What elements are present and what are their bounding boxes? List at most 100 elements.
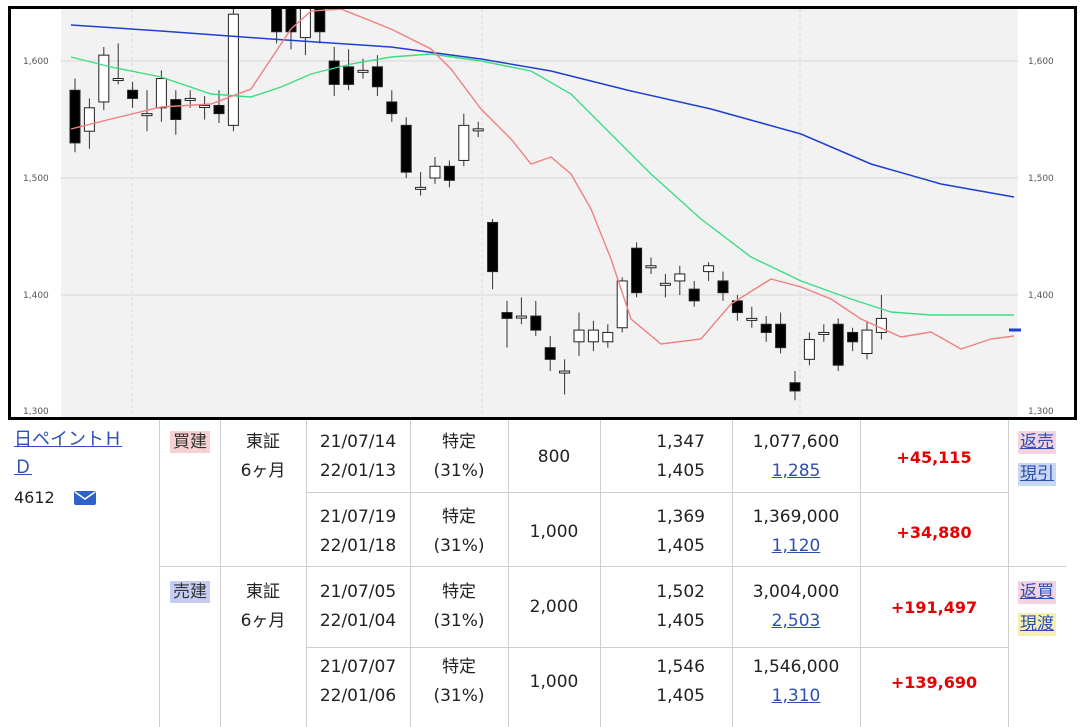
y-axis-right: 1,600 1,500 1,400 1,300 <box>1028 57 1054 417</box>
candle-body <box>127 89 139 99</box>
due-date: 22/01/18 <box>319 536 397 556</box>
candle-body <box>170 99 182 120</box>
account-type: 特定 <box>442 432 476 452</box>
actions-cell-sell: 返買 現渡 <box>1018 578 1066 639</box>
close-buy-button[interactable]: 返買 <box>1018 581 1056 604</box>
candle-body <box>616 280 628 329</box>
candle-body <box>371 66 383 88</box>
open-date: 21/07/14 <box>319 432 397 452</box>
cost-link[interactable]: 1,310 <box>771 686 821 706</box>
row-divider <box>306 492 1008 493</box>
candle-body <box>328 60 340 85</box>
candle-body <box>83 107 95 132</box>
price-chart: 1,600 1,500 1,400 1,300 1,600 1,500 1,40… <box>8 6 1077 420</box>
candle-body <box>487 221 499 273</box>
candlestick-chart: 1,600 1,500 1,400 1,300 1,600 1,500 1,40… <box>23 9 1054 417</box>
divider <box>732 420 733 727</box>
profit: +34,880 <box>896 523 972 542</box>
quantity-cell: 1,000 <box>508 668 600 697</box>
candle-body <box>429 165 441 179</box>
y-tick-right-1500: 1,500 <box>1028 174 1054 184</box>
table-row: 21/07/14 22/01/13 <box>306 428 410 486</box>
account-cell: 特定 (31%) <box>410 428 508 486</box>
divider <box>600 420 601 727</box>
account-cell: 特定 (31%) <box>410 503 508 561</box>
candle-body <box>530 315 542 331</box>
delivery-give-button[interactable]: 現渡 <box>1018 613 1056 636</box>
term-label: 6ヶ月 <box>240 461 286 481</box>
side-cell-buy: 買建 <box>162 428 218 457</box>
candle-body <box>443 165 455 181</box>
candle-body <box>602 331 614 343</box>
candle-body <box>285 9 297 33</box>
account-type: 特定 <box>442 657 476 677</box>
current-price: 1,405 <box>656 461 705 481</box>
table-row: 21/07/19 22/01/18 <box>306 503 410 561</box>
candle-body <box>69 89 81 144</box>
tax-rate: (31%) <box>433 461 485 481</box>
y-tick-left-1600: 1,600 <box>23 57 49 67</box>
candle-body <box>674 273 686 282</box>
moving-average-mid <box>70 53 1014 316</box>
open-date: 21/07/05 <box>319 582 397 602</box>
market-label: 東証 <box>246 582 280 602</box>
close-sell-button[interactable]: 返売 <box>1018 431 1056 454</box>
candle-body <box>199 104 211 108</box>
candle-body <box>112 78 124 82</box>
profit: +139,690 <box>890 673 978 692</box>
quantity: 1,000 <box>529 672 579 692</box>
price-cell: 1,502 1,405 <box>600 578 705 636</box>
divider <box>860 420 861 727</box>
cost-link[interactable]: 1,285 <box>771 461 821 481</box>
candle-body <box>501 312 513 319</box>
delivery-pull-button[interactable]: 現引 <box>1018 463 1056 486</box>
open-price: 1,546 <box>656 657 705 677</box>
sell-side-tag: 売建 <box>170 581 210 603</box>
stock-code: 4612 <box>14 488 55 507</box>
cost-link[interactable]: 2,503 <box>771 611 821 631</box>
stock-name-link[interactable]: 日ペイントＨＤ <box>14 429 122 478</box>
cost-link[interactable]: 1,120 <box>771 536 821 556</box>
divider <box>159 420 160 727</box>
candle-body <box>703 265 715 273</box>
market-label: 東証 <box>246 432 280 452</box>
stock-cell: 日ペイントＨＤ 4612 <box>14 426 154 513</box>
candle-body <box>184 97 196 101</box>
amount-cell: 3,004,000 2,503 <box>732 578 860 636</box>
amount: 1,369,000 <box>752 507 840 527</box>
profit-cell: +139,690 <box>860 668 1008 697</box>
y-tick-right-1600: 1,600 <box>1028 57 1054 67</box>
amount-cell: 1,546,000 1,310 <box>732 653 860 711</box>
price-cell: 1,347 1,405 <box>600 428 705 486</box>
market-cell-buy: 東証 6ヶ月 <box>220 428 306 486</box>
mail-icon[interactable] <box>74 491 97 505</box>
candle-body <box>847 331 859 343</box>
y-tick-right-1400: 1,400 <box>1028 291 1054 301</box>
table-row: 21/07/05 22/01/04 <box>306 578 410 636</box>
candle-body <box>760 323 772 333</box>
candle-body <box>343 66 355 85</box>
candle-body <box>386 101 398 115</box>
open-date: 21/07/19 <box>319 507 397 527</box>
profit: +191,497 <box>890 598 978 617</box>
profit: +45,115 <box>896 448 972 467</box>
current-price: 1,405 <box>656 611 705 631</box>
open-date: 21/07/07 <box>319 657 397 677</box>
candle-body <box>98 54 110 103</box>
price-cell: 1,369 1,405 <box>600 503 705 561</box>
candle-body <box>746 317 758 321</box>
plot-area <box>61 9 1018 417</box>
quantity-cell: 800 <box>508 443 600 472</box>
due-date: 22/01/06 <box>319 686 397 706</box>
candle-body <box>357 69 369 73</box>
account-cell: 特定 (31%) <box>410 653 508 711</box>
tax-rate: (31%) <box>433 686 485 706</box>
open-price: 1,502 <box>656 582 705 602</box>
moving-average-short <box>70 9 1015 350</box>
buy-side-tag: 買建 <box>170 431 210 453</box>
table-row: 21/07/07 22/01/06 <box>306 653 410 711</box>
candle-body <box>271 9 283 33</box>
tax-rate: (31%) <box>433 536 485 556</box>
quantity-cell: 1,000 <box>508 518 600 547</box>
actions-cell-buy: 返売 現引 <box>1018 428 1066 489</box>
